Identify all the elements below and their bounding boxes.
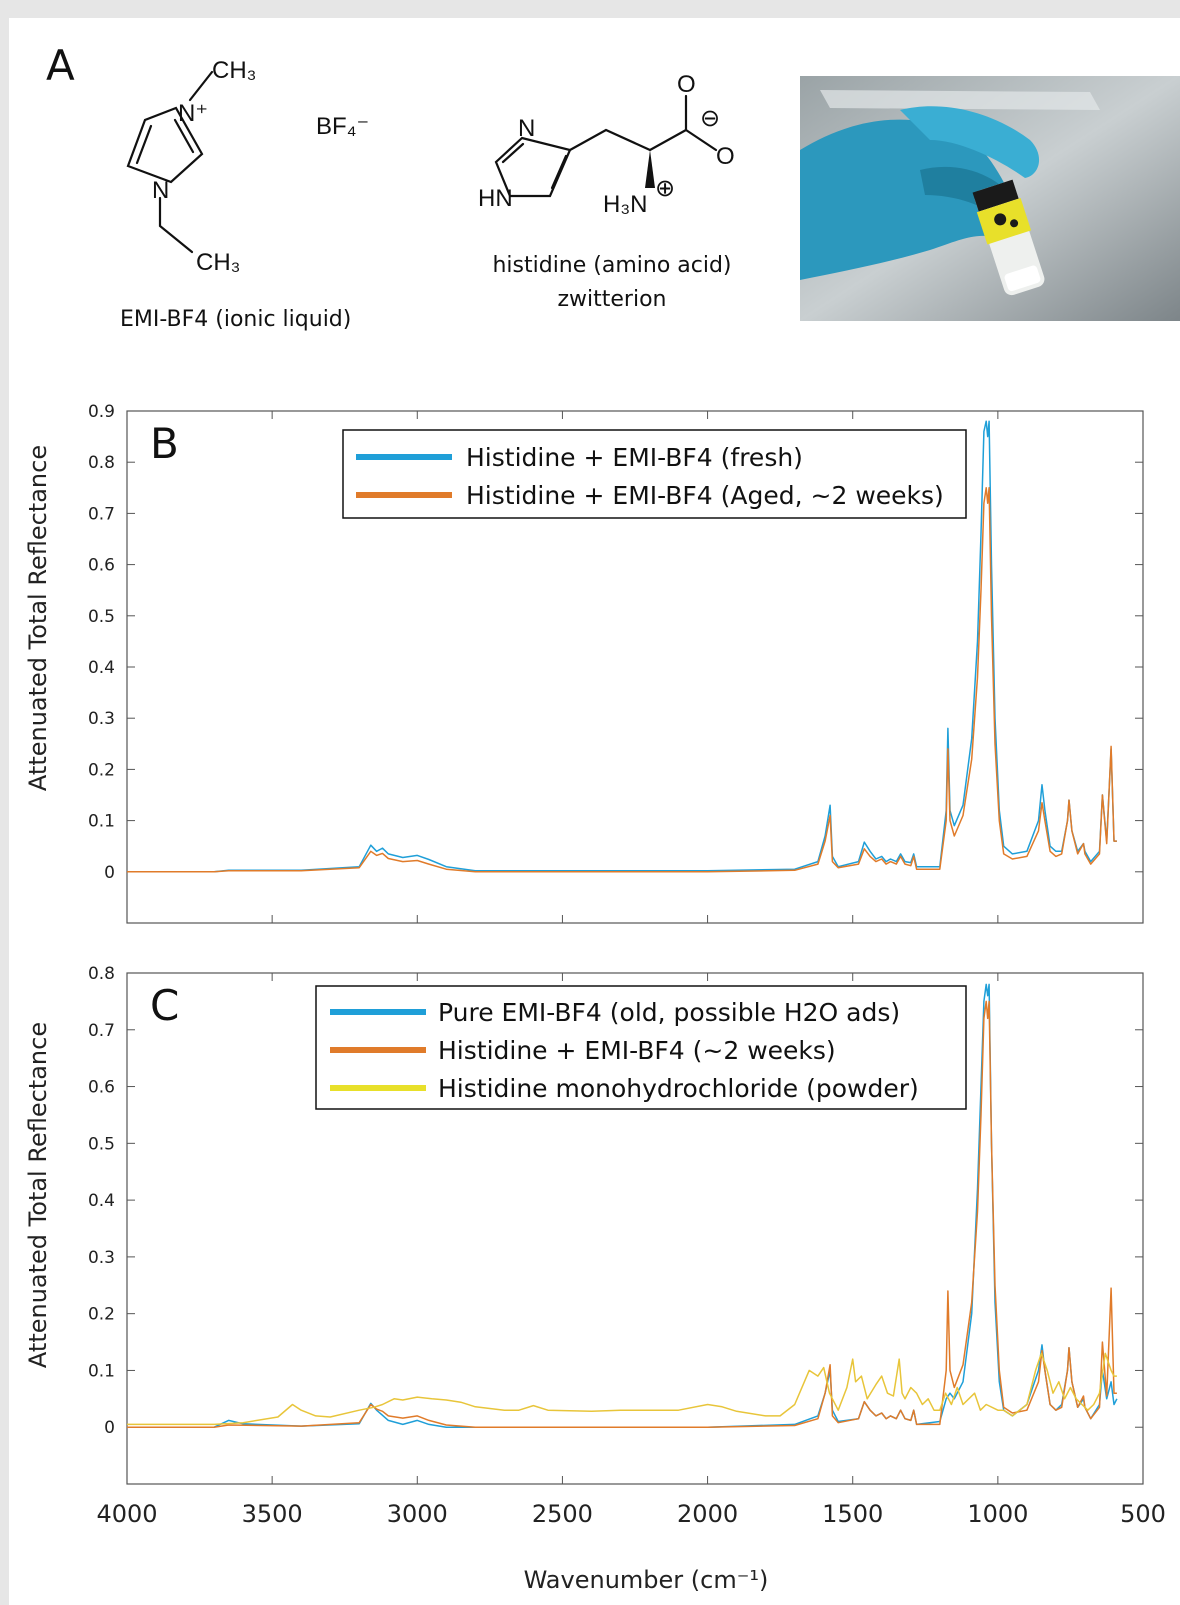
histidine-structure: N HN H₃N ⊕ ⊖ O O histidine (amino acid) … bbox=[478, 71, 735, 312]
x-axis-title: Wavenumber (cm⁻¹) bbox=[524, 1566, 769, 1594]
panel-c-letter: C bbox=[150, 981, 179, 1030]
emi-caption: EMI-BF4 (ionic liquid) bbox=[120, 307, 351, 332]
c-y-tick-label: 0.8 bbox=[88, 964, 115, 984]
c-x-tick-label: 3000 bbox=[387, 1500, 448, 1528]
c-x-tick-label: 2000 bbox=[677, 1500, 738, 1528]
his-caption-line2: zwitterion bbox=[557, 287, 666, 312]
c-y-tick-label: 0.7 bbox=[88, 1021, 115, 1041]
b-series-line-1 bbox=[127, 487, 1117, 873]
c-y-tick-label: 0.1 bbox=[88, 1361, 115, 1381]
c-y-tick-label: 0.4 bbox=[88, 1191, 115, 1211]
c-y-tick-label: 0.6 bbox=[88, 1078, 115, 1098]
panel-c-x-ticks: 4000 3500 3000 2500 2000 1500 1000 500 bbox=[96, 973, 1166, 1528]
panel-b-y-axis-title: Attenuated Total Reflectance bbox=[24, 445, 52, 791]
panel-c-legend-label-mix: Histidine + EMI-BF4 (~2 weeks) bbox=[438, 1036, 836, 1065]
c-series-line-2 bbox=[127, 1352, 1117, 1426]
b-y-tick-label: 0.5 bbox=[88, 607, 115, 627]
his-o-right: O bbox=[716, 143, 735, 170]
b-y-tick-label: 0 bbox=[104, 863, 115, 883]
panel-b-chart: 0 0.1 0.2 0.3 0.4 0.5 0.6 0.7 0.8 0.9 B Attenuate… bbox=[24, 402, 1144, 924]
emi-ring bbox=[126, 106, 204, 184]
b-y-tick-label: 0.7 bbox=[88, 504, 115, 524]
glove bbox=[800, 106, 1040, 280]
panel-b-x-ticks bbox=[126, 411, 1144, 923]
panel-a-letter: A bbox=[46, 41, 75, 90]
emi-ring-double-bond-2 bbox=[173, 118, 195, 154]
c-y-tick-label: 0.5 bbox=[88, 1134, 115, 1154]
c-y-tick-label: 0 bbox=[104, 1418, 115, 1438]
panel-c-legend-label-powder: Histidine monohydrochloride (powder) bbox=[438, 1074, 919, 1103]
c-series-line-1 bbox=[127, 1000, 1117, 1428]
c-y-tick-label: 0.2 bbox=[88, 1305, 115, 1325]
panel-c-y-axis-title: Attenuated Total Reflectance bbox=[24, 1022, 52, 1368]
c-x-tick-label: 1500 bbox=[822, 1500, 883, 1528]
c-x-tick-label: 4000 bbox=[96, 1500, 157, 1528]
his-ring-double-bond bbox=[501, 142, 525, 164]
panel-b-series-lines bbox=[127, 420, 1117, 873]
emi-ring-double-bond bbox=[135, 124, 153, 165]
c-x-tick-label: 2500 bbox=[532, 1500, 593, 1528]
panel-c-legend: Pure EMI-BF4 (old, possible H2O ads) His… bbox=[315, 985, 967, 1110]
his-wedge-bond bbox=[645, 150, 655, 188]
his-n-ring: N bbox=[518, 115, 535, 142]
his-h3n: H₃N bbox=[603, 191, 647, 218]
b-y-tick-label: 0.3 bbox=[88, 709, 115, 729]
emi-n-bottom: N bbox=[152, 177, 169, 204]
b-y-tick-label: 0.6 bbox=[88, 556, 115, 576]
his-side-chain bbox=[568, 128, 688, 152]
emi-bf4-structure: CH₃ N⁺ N CH₃ BF₄⁻ EMI-BF4 (ionic liquid) bbox=[120, 57, 369, 332]
emi-n-plus: N⁺ bbox=[178, 100, 208, 127]
his-caption-line1: histidine (amino acid) bbox=[492, 253, 731, 278]
b-y-tick-label: 0.9 bbox=[88, 402, 115, 422]
emi-ch3-bottom: CH₃ bbox=[196, 249, 240, 276]
b-y-tick-label: 0.4 bbox=[88, 658, 115, 678]
c-y-tick-label: 0.3 bbox=[88, 1248, 115, 1268]
c-x-tick-label: 3500 bbox=[242, 1500, 303, 1528]
b-y-tick-label: 0.2 bbox=[88, 760, 115, 780]
panel-b-legend-label-fresh: Histidine + EMI-BF4 (fresh) bbox=[466, 443, 803, 472]
emi-methyl-bond bbox=[188, 70, 214, 102]
emi-ch3-top: CH₃ bbox=[212, 57, 256, 84]
bf4-anion: BF₄⁻ bbox=[316, 113, 369, 140]
panel-b-legend-box bbox=[342, 429, 967, 519]
panel-c-chart: 0 0.1 0.2 0.3 0.4 0.5 0.6 0.7 0.8 4000 3500 3000 25… bbox=[24, 964, 1166, 1594]
panel-b-legend-label-aged: Histidine + EMI-BF4 (Aged, ~2 weeks) bbox=[466, 481, 944, 510]
his-carboxyl-o-right bbox=[684, 128, 718, 152]
his-ring-double-bond-2 bbox=[550, 154, 568, 190]
emi-ethyl-bond bbox=[158, 196, 194, 254]
his-o-top: O bbox=[677, 71, 696, 98]
b-y-tick-label: 0.1 bbox=[88, 812, 115, 832]
panel-a: A CH₃ N⁺ N CH₃ BF₄⁻ EMI-BF4 (ionic liqui… bbox=[46, 41, 1180, 332]
sample-photo bbox=[800, 76, 1180, 321]
c-x-tick-label: 1000 bbox=[967, 1500, 1028, 1528]
panel-b-y-ticks: 0 0.1 0.2 0.3 0.4 0.5 0.6 0.7 0.8 0.9 bbox=[88, 402, 1143, 883]
vial bbox=[972, 179, 1045, 296]
c-x-tick-label: 500 bbox=[1120, 1500, 1166, 1528]
panel-b-letter: B bbox=[150, 419, 179, 468]
panel-c-legend-label-pure: Pure EMI-BF4 (old, possible H2O ads) bbox=[438, 998, 900, 1027]
panel-b-legend: Histidine + EMI-BF4 (fresh) Histidine + … bbox=[342, 429, 967, 519]
his-plus-charge: ⊕ bbox=[655, 175, 675, 202]
panel-c-y-ticks: 0 0.1 0.2 0.3 0.4 0.5 0.6 0.7 0.8 bbox=[88, 964, 1143, 1438]
his-hn-ring: HN bbox=[478, 185, 513, 212]
his-minus-charge: ⊖ bbox=[700, 105, 720, 132]
photo-ceiling-light bbox=[820, 90, 1100, 110]
his-ring bbox=[494, 136, 572, 198]
b-y-tick-label: 0.8 bbox=[88, 453, 115, 473]
panel-c-series-lines bbox=[127, 983, 1118, 1428]
